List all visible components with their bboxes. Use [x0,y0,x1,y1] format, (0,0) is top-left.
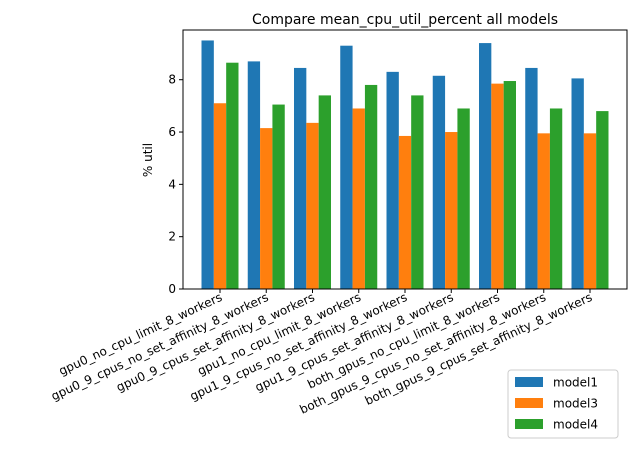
plot-frame [182,29,628,290]
y-axis-ticks: 0 2 4 6 8 [168,73,183,296]
legend-swatch-model3 [515,398,543,408]
bar-model4-6 [457,108,470,289]
bar-model4-8 [549,108,563,289]
bar-model4-2 [272,104,285,289]
bar-model4-3 [318,95,331,290]
bar-model3-2 [260,128,273,289]
bar-model1-8 [525,67,538,290]
bar-model4-4 [364,84,378,289]
bar-model4-5 [411,95,424,290]
bar-model4-9 [596,111,609,289]
bar-model3-8 [537,133,550,289]
legend: model1 model3 model4 [507,369,619,439]
bar-model3-5 [398,135,412,289]
legend-swatch-model4 [515,419,543,429]
y-tick-label: 8 [168,73,176,87]
bar-model1-9 [571,78,584,290]
bar-model4-7 [503,81,516,290]
legend-swatch-model1 [515,377,543,387]
legend-label-model3: model3 [553,397,598,411]
legend-label-model4: model4 [553,418,598,432]
legend-label-model1: model1 [553,376,598,390]
bar-model1-6 [432,75,446,289]
bar-model4-1 [226,62,239,290]
bar-model3-3 [306,122,319,290]
bars-group [201,40,609,290]
bar-model1-2 [247,61,261,289]
bar-model1-3 [294,67,307,290]
bar-model1-4 [340,45,353,290]
y-axis-label: % util [141,143,155,177]
bar-model1-5 [386,71,399,289]
chart-title: Compare mean_cpu_util_percent all models [252,12,558,28]
bar-model3-7 [491,83,504,289]
y-tick-label: 4 [168,177,176,191]
bar-model3-1 [213,103,227,289]
bar-model1-1 [201,40,214,290]
bar-model3-9 [583,133,597,289]
bar-model3-6 [445,132,458,289]
y-tick-label: 0 [168,282,176,296]
bar-model1-7 [479,43,492,289]
y-tick-label: 6 [168,125,176,139]
bar-model3-4 [352,108,365,289]
y-tick-label: 2 [168,230,176,244]
